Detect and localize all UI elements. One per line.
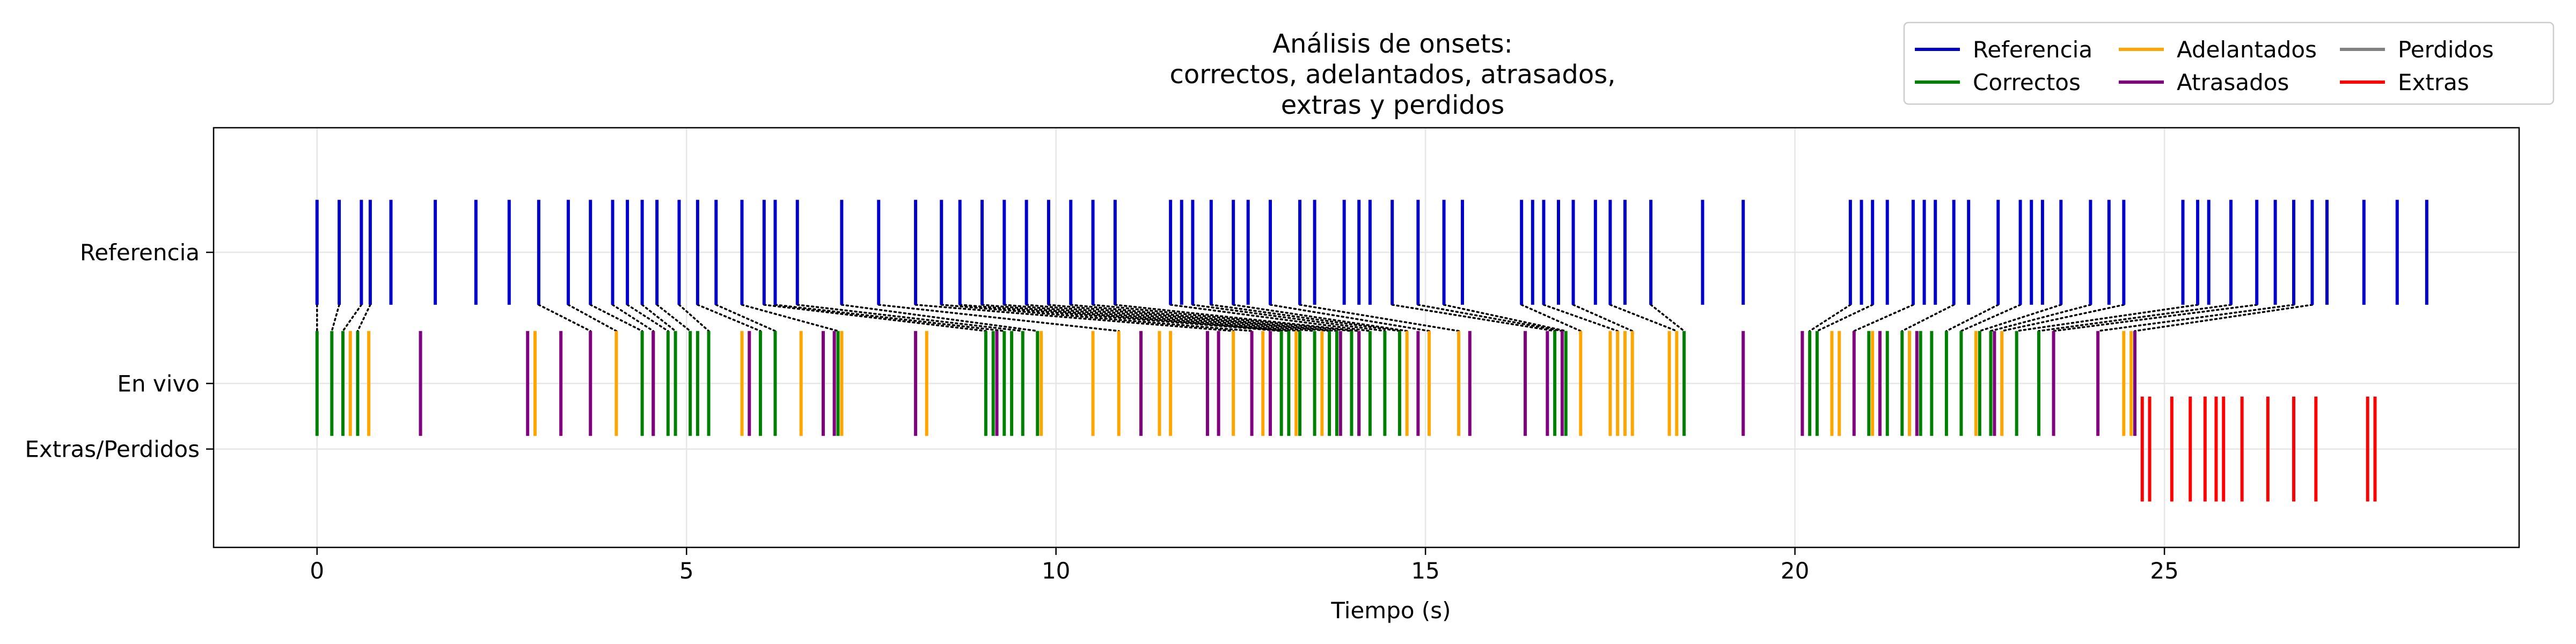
match-links: [316, 304, 2314, 332]
match-link: [1443, 304, 1567, 332]
chart-title-line-3: extras y perdidos: [1281, 90, 1505, 120]
match-link: [774, 304, 1006, 332]
match-link: [2097, 304, 2295, 332]
match-link: [1809, 304, 1851, 332]
legend-label-adelantados: Adelantados: [2177, 36, 2317, 63]
legend-label-atrasados: Atrasados: [2177, 69, 2289, 96]
match-link: [2038, 304, 2232, 332]
match-link: [1391, 304, 1556, 332]
x-tick-label-4: 20: [1781, 558, 1809, 584]
y-tick-label-1: En vivo: [117, 371, 200, 397]
legend-box: [1903, 21, 2555, 105]
match-link: [1169, 304, 1371, 332]
match-link: [538, 304, 591, 332]
match-link: [1572, 304, 1634, 332]
match-link: [741, 304, 839, 332]
event-markers: [315, 200, 2428, 502]
legend-label-correctos: Correctos: [1973, 69, 2081, 96]
match-link: [342, 304, 363, 332]
match-link: [1979, 304, 2062, 332]
match-link: [1070, 304, 1338, 332]
match-link: [611, 304, 655, 332]
x-tick-label-5: 25: [2150, 558, 2178, 584]
match-link: [2015, 304, 2199, 332]
match-link: [1025, 304, 1316, 332]
match-link: [2001, 304, 2125, 332]
chart-title: Análisis de onsets: correctos, adelantad…: [1169, 29, 1615, 120]
legend-label-referencia: Referencia: [1973, 36, 2092, 63]
match-link: [840, 304, 1039, 332]
match-link: [641, 304, 677, 332]
match-link: [1542, 304, 1619, 332]
match-link: [914, 304, 1234, 332]
match-link: [1901, 304, 1955, 332]
match-link: [1816, 304, 1874, 332]
match-link: [697, 304, 762, 332]
y-tick-label-2: Extras/Perdidos: [25, 436, 200, 463]
match-link: [656, 304, 691, 332]
match-link: [1232, 304, 1408, 332]
match-link: [715, 304, 777, 332]
match-link: [1650, 304, 1685, 332]
match-link: [796, 304, 1024, 332]
match-link: [1048, 304, 1330, 332]
match-link: [1520, 304, 1582, 332]
match-link: [678, 304, 710, 332]
match-link: [626, 304, 669, 332]
match-link: [1092, 304, 1353, 332]
match-link: [940, 304, 1253, 332]
match-link: [1191, 304, 1386, 332]
match-link: [1003, 304, 1301, 332]
chart-title-line-1: Análisis de onsets:: [1272, 29, 1513, 59]
match-link: [1853, 304, 1914, 332]
x-tick-label-2: 10: [1042, 558, 1070, 584]
match-link: [331, 304, 340, 332]
match-link: [2134, 304, 2314, 332]
match-link: [877, 304, 1120, 332]
legend: Referencia Correctos Adelantados Atrasados P…: [1903, 21, 2555, 105]
plot-area-frame: [213, 127, 2520, 548]
x-axis-label: Tiempo (s): [1330, 597, 1451, 624]
y-tick-label-0: Referencia: [80, 239, 200, 266]
match-link: [1114, 304, 1360, 332]
match-link: [2052, 304, 2258, 332]
chart-title-line-2: correctos, adelantados, atrasados,: [1169, 60, 1615, 90]
x-tick-label-0: 0: [310, 558, 324, 584]
match-link: [981, 304, 1290, 332]
legend-label-perdidos: Perdidos: [2398, 36, 2494, 63]
y-axis: Referencia En vivo Extras/Perdidos: [25, 239, 214, 463]
legend-label-extras: Extras: [2398, 69, 2469, 96]
match-link: [1210, 304, 1401, 332]
x-tick-label-3: 15: [1411, 558, 1439, 584]
match-link: [589, 304, 643, 332]
x-axis: 0 5 10 15 20 25: [310, 547, 2179, 584]
match-link: [1609, 304, 1678, 332]
match-link: [763, 304, 987, 332]
match-link: [1945, 304, 2000, 332]
match-link: [567, 304, 618, 332]
match-link: [1960, 304, 2022, 332]
match-link: [1417, 304, 1563, 332]
x-tick-label-1: 5: [679, 558, 694, 584]
match-link: [958, 304, 1283, 332]
match-link: [356, 304, 371, 332]
